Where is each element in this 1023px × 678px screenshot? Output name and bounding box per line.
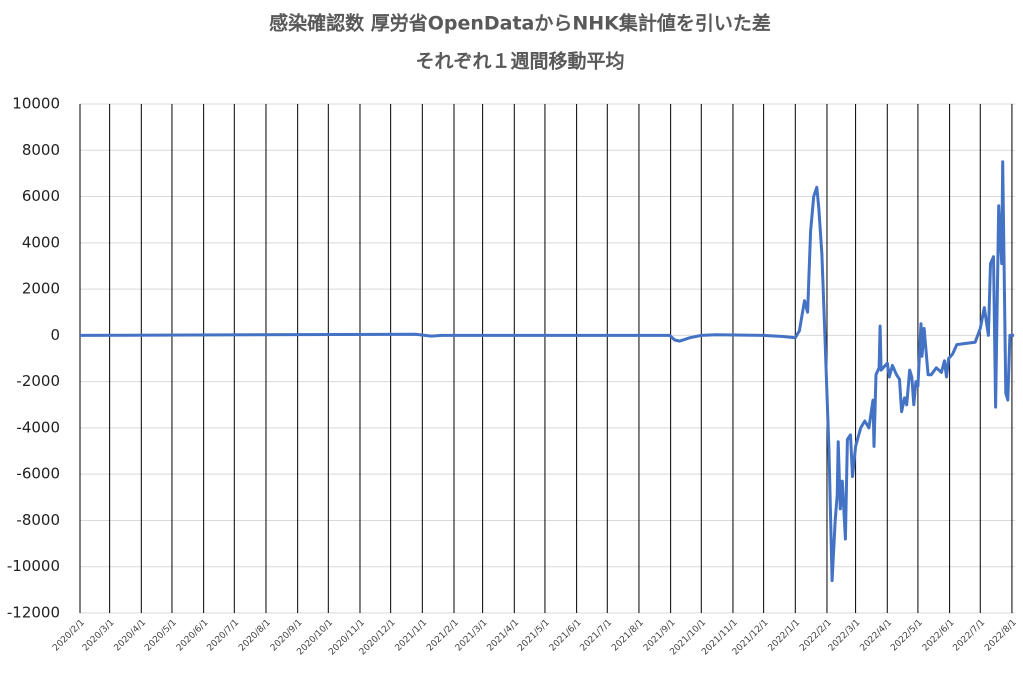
x-tick-label: 2020/5/1 [143, 618, 179, 654]
y-tick-label: -10000 [7, 557, 60, 575]
x-tick-label: 2021/5/1 [516, 618, 552, 654]
x-tick-label: 2022/7/1 [951, 618, 987, 654]
y-tick-label: 0 [50, 326, 60, 344]
y-tick-label: -2000 [16, 372, 60, 390]
y-tick-label: 4000 [22, 233, 60, 251]
x-tick-label: 2022/6/1 [921, 618, 957, 654]
x-tick-label: 2021/7/1 [579, 618, 615, 654]
x-tick-label: 2021/6/1 [548, 618, 584, 654]
x-tick-label: 2020/7/1 [206, 618, 242, 654]
x-tick-label: 2022/8/1 [983, 618, 1019, 654]
x-tick-label: 2020/6/1 [175, 618, 211, 654]
y-tick-label: 8000 [22, 141, 60, 159]
x-tick-label: 2022/3/1 [827, 618, 863, 654]
x-tick-label: 2022/1/1 [767, 618, 803, 654]
y-tick-label: -4000 [16, 418, 60, 436]
x-tick-label: 2020/8/1 [237, 618, 273, 654]
y-tick-label: -6000 [16, 465, 60, 483]
data-line [79, 160, 1014, 583]
x-tick-label: 2020/3/1 [81, 618, 117, 654]
x-tick-label: 2021/1/1 [394, 618, 430, 654]
y-tick-label: 10000 [12, 95, 60, 113]
chart-subtitle: それぞれ１週間移動平均 [415, 50, 624, 73]
x-tick-label: 2021/4/1 [486, 618, 522, 654]
y-tick-label: -12000 [7, 604, 60, 622]
chart-title: 感染確認数 厚労省OpenDataからNHK集計値を引いた差 [269, 12, 771, 35]
x-tick-label: 2021/8/1 [610, 618, 646, 654]
x-tick-label: 2022/5/1 [889, 618, 925, 654]
x-tick-label: 2022/4/1 [859, 618, 895, 654]
y-tick-label: -8000 [16, 511, 60, 529]
y-tick-label: 2000 [22, 280, 60, 298]
y-tick-label: 6000 [22, 187, 60, 205]
x-tick-label: 2021/3/1 [454, 618, 490, 654]
x-tick-label: 2020/4/1 [113, 618, 149, 654]
